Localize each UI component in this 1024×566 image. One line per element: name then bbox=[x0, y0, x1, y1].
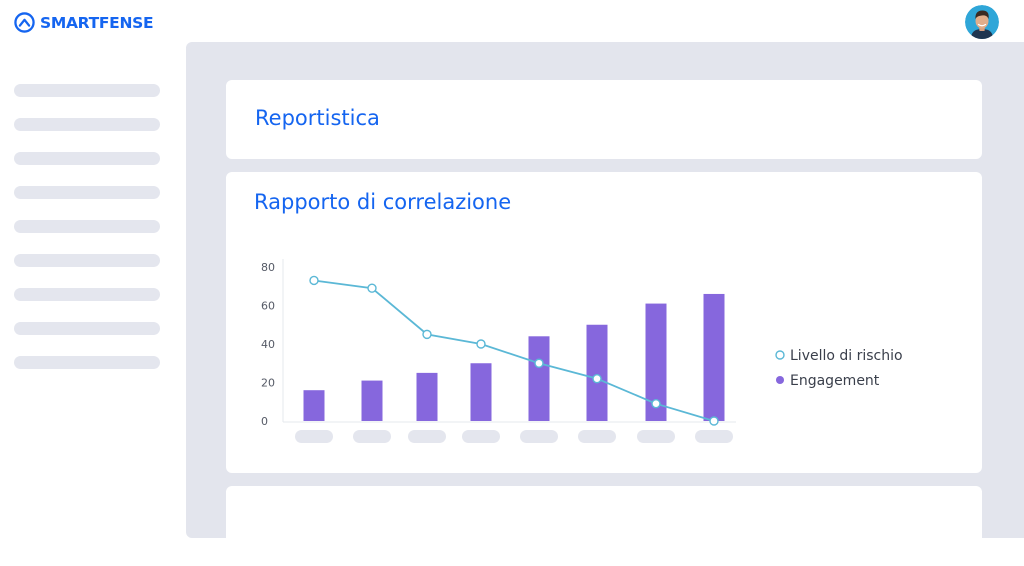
risk-level-point bbox=[709, 416, 719, 426]
engagement-bar bbox=[703, 293, 725, 421]
legend-risk-marker bbox=[775, 350, 785, 360]
y-tick-label: 80 bbox=[261, 261, 275, 274]
x-tick-label-placeholder bbox=[578, 430, 616, 443]
engagement-bar bbox=[303, 390, 325, 421]
x-tick-label-placeholder bbox=[353, 430, 391, 443]
smartfense-logo-icon bbox=[14, 12, 35, 33]
legend-engagement-label: Engagement bbox=[790, 373, 880, 389]
engagement-bar bbox=[470, 363, 492, 421]
sidebar-item-placeholder[interactable] bbox=[14, 288, 160, 301]
user-avatar-icon bbox=[965, 5, 999, 39]
sidebar-item-placeholder[interactable] bbox=[14, 152, 160, 165]
sidebar-item-placeholder[interactable] bbox=[14, 118, 160, 131]
x-tick-label-placeholder bbox=[520, 430, 558, 443]
risk-level-line bbox=[313, 279, 715, 422]
engagement-bar bbox=[586, 324, 608, 421]
x-tick-label-placeholder bbox=[295, 430, 333, 443]
risk-level-point bbox=[422, 329, 432, 340]
x-tick-label-placeholder bbox=[408, 430, 446, 443]
chart-title: Rapporto di correlazione bbox=[254, 190, 512, 214]
sidebar-navigation bbox=[14, 84, 160, 390]
risk-level-point bbox=[367, 283, 377, 293]
risk-level-point bbox=[651, 398, 661, 409]
sidebar-item-placeholder[interactable] bbox=[14, 220, 160, 233]
risk-level-point bbox=[592, 373, 602, 384]
sidebar-item-placeholder[interactable] bbox=[14, 84, 160, 97]
engagement-bar bbox=[645, 303, 667, 421]
y-tick-label: 60 bbox=[261, 300, 275, 313]
legend-risk-label: Livello di rischio bbox=[790, 348, 903, 364]
brand-name: SMARTFENSE bbox=[40, 13, 154, 32]
sidebar-item-placeholder[interactable] bbox=[14, 254, 160, 267]
y-tick-label: 40 bbox=[261, 338, 275, 351]
legend-engagement-marker bbox=[776, 376, 784, 384]
brand-logo[interactable]: SMARTFENSE bbox=[14, 12, 154, 33]
engagement-bar bbox=[361, 380, 383, 421]
main-content: Reportistica Rapporto di correlazione 0 2… bbox=[186, 42, 1024, 566]
header-card: Reportistica bbox=[226, 80, 982, 159]
user-avatar[interactable] bbox=[965, 5, 999, 39]
risk-level-point bbox=[309, 275, 319, 286]
y-tick-label: 0 bbox=[261, 415, 268, 428]
engagement-bar bbox=[528, 336, 550, 421]
chart-card: Rapporto di correlazione 0 20 40 60 80 Livell… bbox=[226, 172, 982, 473]
x-tick-label-placeholder bbox=[695, 430, 733, 443]
page-title: Reportistica bbox=[255, 106, 380, 130]
sidebar-item-placeholder[interactable] bbox=[14, 356, 160, 369]
y-tick-label: 20 bbox=[261, 377, 275, 390]
risk-level-point bbox=[534, 358, 544, 368]
x-tick-label-placeholder bbox=[462, 430, 500, 443]
sidebar-item-placeholder[interactable] bbox=[14, 322, 160, 335]
sidebar-item-placeholder[interactable] bbox=[14, 186, 160, 199]
correlation-chart: 0 20 40 60 80 Livello di rischio Engagement bbox=[261, 259, 903, 443]
risk-level-point bbox=[476, 339, 486, 349]
bottom-card bbox=[226, 486, 982, 566]
engagement-bar bbox=[416, 372, 438, 421]
top-bar: SMARTFENSE bbox=[0, 0, 1024, 44]
x-tick-label-placeholder bbox=[637, 430, 675, 443]
